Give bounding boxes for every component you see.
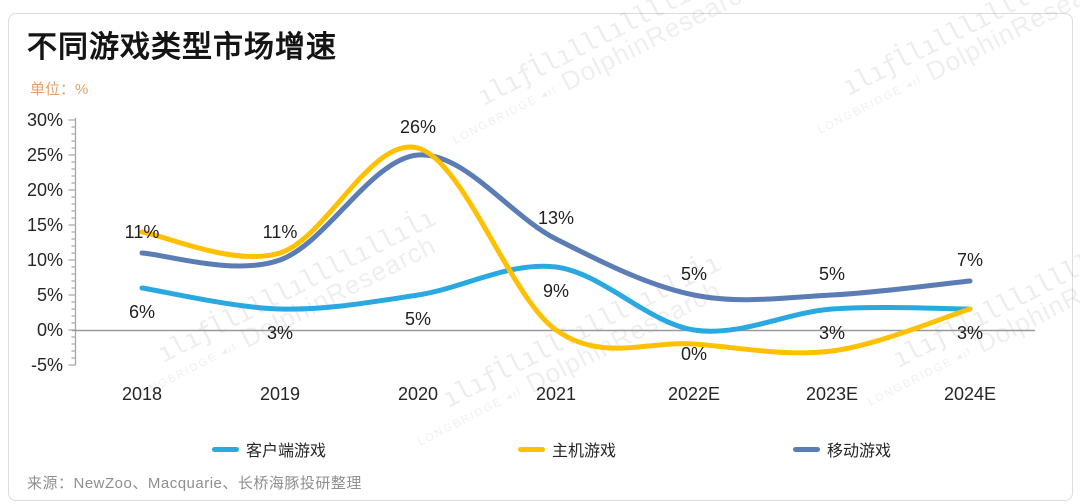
x-tick-label: 2022E (668, 384, 720, 404)
chart-card (8, 13, 1073, 501)
data-label-client-2021: 9% (543, 281, 569, 301)
data-label-client-2018: 6% (129, 302, 155, 322)
legend-item-client: 客户端游戏 (212, 437, 326, 461)
data-label-client-2023E: 3% (819, 323, 845, 343)
data-label-client-2019: 3% (267, 323, 293, 343)
series-line-client (139, 263, 973, 334)
y-tick-label: -5% (31, 355, 63, 375)
series-line-mobile (139, 152, 973, 303)
y-tick-label: 20% (27, 180, 63, 200)
legend-label-console: 主机游戏 (552, 443, 617, 460)
legend-item-mobile: 移动游戏 (793, 437, 891, 461)
data-label-mobile-2018: 11% (125, 222, 160, 242)
legend-swatch-console (518, 446, 545, 452)
data-label-mobile-2024E: 7% (957, 250, 983, 270)
data-label-mobile-2021: 13% (538, 208, 574, 228)
legend-label-mobile: 移动游戏 (827, 443, 892, 460)
x-tick-label: 2024E (944, 384, 996, 404)
series-line-console (139, 144, 973, 356)
data-label-mobile-2022E: 5% (681, 264, 707, 284)
legend-swatch-client (212, 446, 239, 452)
x-tick-label: 2021 (536, 384, 576, 404)
data-label-console-2019: 11% (263, 222, 298, 242)
page-title: 不同游戏类型市场增速 (27, 31, 337, 64)
legend-item-console: 主机游戏 (518, 437, 616, 461)
source-note: 来源：NewZoo、Macquarie、长桥海豚投研整理 (27, 475, 362, 492)
y-tick-label: 25% (27, 145, 63, 165)
y-tick-label: 30% (27, 110, 63, 130)
x-tick-label: 2018 (122, 384, 162, 404)
data-label-console-2020: 26% (400, 117, 436, 137)
x-tick-label: 2019 (260, 384, 300, 404)
data-label-mobile-2023E: 5% (819, 264, 845, 284)
y-tick-label: 15% (27, 215, 63, 235)
y-tick-label: 10% (27, 250, 63, 270)
unit-label: 单位：% (30, 81, 89, 98)
x-tick-label: 2023E (806, 384, 858, 404)
legend-label-client: 客户端游戏 (246, 443, 327, 460)
y-tick-label: 5% (37, 285, 63, 305)
data-label-client-2022E: 0% (681, 344, 707, 364)
x-tick-label: 2020 (398, 384, 438, 404)
data-label-client-2020: 5% (405, 309, 431, 329)
data-label-client-2024E: 3% (957, 323, 983, 343)
y-tick-label: 0% (37, 320, 63, 340)
legend-swatch-mobile (793, 446, 820, 452)
